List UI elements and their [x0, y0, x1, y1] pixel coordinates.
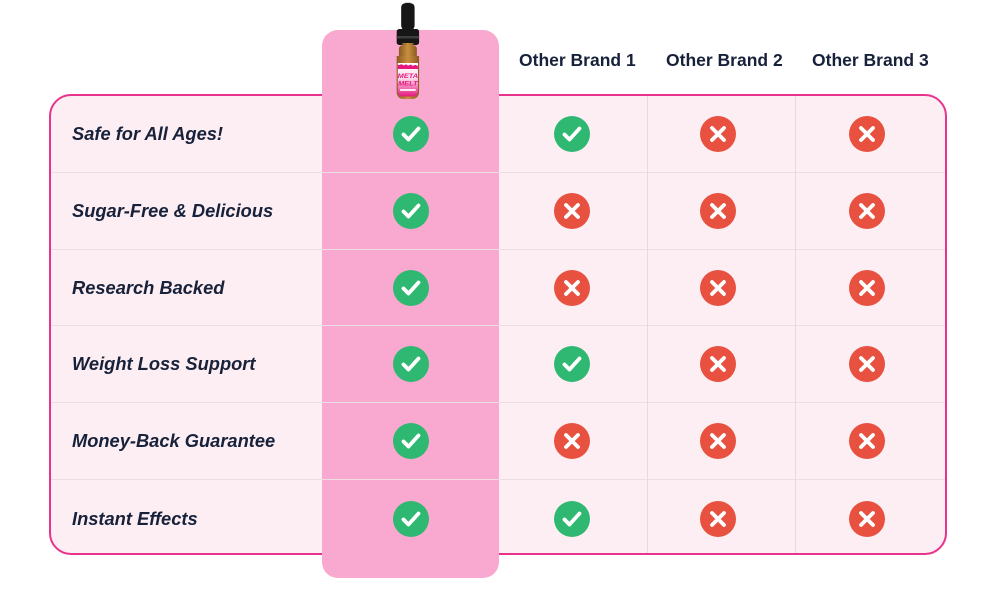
svg-text:MELT: MELT	[398, 81, 418, 88]
svg-text:META: META	[398, 73, 418, 80]
